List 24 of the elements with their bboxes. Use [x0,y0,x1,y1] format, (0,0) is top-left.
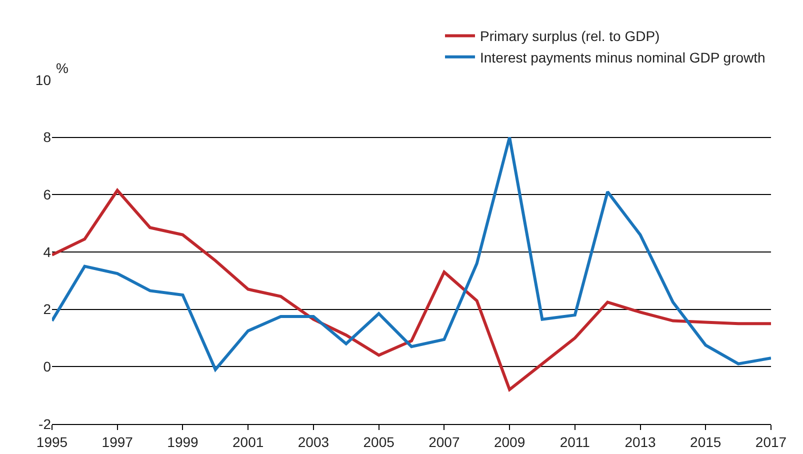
legend-label: Interest payments minus nominal GDP growth [480,49,766,66]
y-axis-title: % [56,60,68,76]
x-tick-label: 2007 [428,434,460,450]
x-tick-label: 1997 [102,434,134,450]
y-tick-label: 10 [35,72,52,88]
y-tick-label: 8 [43,129,52,146]
y-tick-label: 0 [43,358,52,375]
x-tick-label: 2003 [298,434,330,450]
y-tick-label: 6 [43,186,52,203]
x-tick-label: 2017 [755,434,787,450]
x-tick-label: 2001 [232,434,264,450]
x-tick-label: 1999 [167,434,199,450]
x-tick-label: 2009 [494,434,526,450]
y-tick-label: 2 [43,301,52,318]
x-tick-label: 2013 [624,434,656,450]
x-tick-label: 2015 [690,434,722,450]
line-series [52,188,771,392]
x-tick-label: 1995 [36,434,68,450]
y-tick-label: 4 [43,244,52,260]
legend-label: Primary surplus (rel. to GDP) [480,28,660,44]
x-tick-label: 2005 [363,434,395,450]
x-tick-label: 2011 [560,434,590,450]
line-series [52,136,771,372]
y-tick-label: -2 [38,416,52,432]
